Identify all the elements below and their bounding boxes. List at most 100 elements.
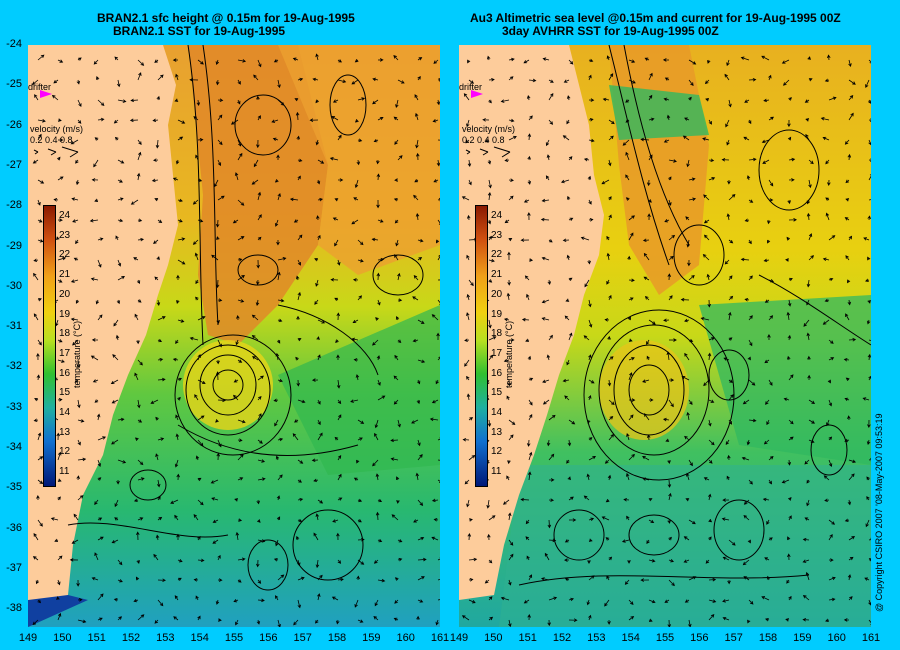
velocity-arrow [642, 477, 650, 481]
velocity-arrow [237, 258, 243, 262]
velocity-arrow [768, 279, 775, 283]
velocity-arrow [845, 255, 850, 261]
velocity-arrow [588, 319, 593, 328]
velocity-arrow [71, 197, 79, 201]
velocity-arrow [257, 598, 265, 603]
velocity-arrow [583, 157, 590, 162]
velocity-arrow [157, 437, 165, 441]
velocity-arrow [335, 339, 339, 344]
velocity-arrow [97, 99, 105, 106]
velocity-arrow [277, 318, 283, 323]
velocity-arrow [216, 319, 220, 324]
velocity-arrow [823, 475, 830, 481]
velocity-arrow [297, 158, 303, 163]
velocity-arrow [628, 372, 633, 381]
velocity-arrow [663, 417, 670, 422]
velocity-arrow [766, 575, 771, 581]
lon-tick-label: 152 [552, 632, 572, 644]
colorbar-tick-label: 11 [491, 466, 502, 478]
velocity-arrow [564, 558, 570, 562]
velocity-arrow [528, 115, 533, 121]
velocity-arrow [313, 478, 319, 483]
velocity-arrow [417, 454, 423, 461]
velocity-arrow [217, 339, 222, 348]
velocity-arrow [528, 377, 534, 382]
lat-tick-label: -29 [6, 239, 22, 252]
velocity-arrow [354, 599, 359, 608]
lat-tick-label: -28 [6, 199, 22, 212]
velocity-arrow [768, 116, 775, 121]
velocity-arrow [868, 59, 871, 64]
velocity-arrow [487, 159, 492, 165]
velocity-arrow [728, 194, 736, 201]
velocity-arrow [377, 58, 384, 62]
velocity-arrow [687, 259, 691, 267]
velocity-arrow [429, 417, 439, 422]
velocity-arrow [297, 259, 301, 266]
velocity-arrow [53, 198, 59, 202]
velocity-arrow [688, 338, 694, 343]
velocity-arrow [37, 298, 42, 302]
velocity-arrow [787, 299, 792, 307]
velocity-arrow [847, 279, 851, 284]
velocity-arrow [562, 378, 570, 383]
velocity-arrow [157, 578, 166, 583]
left-colorbar [43, 205, 56, 487]
velocity-arrow [783, 397, 790, 402]
velocity-arrow [544, 552, 550, 561]
velocity-arrow [527, 133, 532, 141]
velocity-arrow [112, 354, 119, 361]
velocity-arrow [504, 219, 510, 224]
velocity-arrow [57, 612, 62, 621]
velocity-arrow [337, 577, 344, 582]
velocity-arrow [177, 136, 184, 141]
velocity-arrow [768, 198, 774, 202]
velocity-arrow [588, 354, 592, 361]
velocity-arrow [748, 599, 754, 605]
velocity-arrow [865, 79, 870, 89]
velocity-arrow [721, 517, 730, 521]
velocity-arrow [195, 296, 199, 301]
velocity-arrow [488, 354, 494, 361]
velocity-arrow [767, 239, 771, 244]
velocity-arrow [289, 197, 299, 202]
velocity-arrow [257, 236, 262, 241]
velocity-arrow [376, 159, 380, 165]
velocity-arrow [75, 239, 79, 245]
velocity-arrow [486, 499, 490, 509]
velocity-arrow [134, 313, 139, 321]
velocity-arrow [621, 539, 630, 543]
lon-tick-label: 151 [87, 632, 106, 644]
velocity-arrow [742, 399, 750, 405]
velocity-arrow [786, 236, 790, 241]
velocity-arrow [564, 395, 570, 401]
lon-tick-label: 155 [224, 632, 244, 644]
velocity-arrow [33, 533, 39, 541]
velocity-arrow [330, 277, 339, 282]
velocity-arrow [316, 179, 321, 185]
velocity-arrow [156, 256, 160, 261]
velocity-arrow [317, 159, 325, 164]
velocity-arrow [194, 252, 199, 261]
velocity-arrow [607, 619, 611, 625]
velocity-arrow [608, 73, 614, 81]
velocity-arrow [506, 292, 511, 301]
velocity-arrow [825, 159, 830, 165]
velocity-arrow [75, 299, 80, 304]
velocity-arrow [868, 375, 871, 381]
velocity-arrow [767, 333, 771, 341]
velocity-arrow [468, 578, 474, 582]
velocity-arrow [153, 239, 159, 244]
velocity-arrow [747, 619, 751, 624]
velocity-arrow [416, 615, 420, 621]
velocity-arrow [217, 139, 223, 146]
velocity-arrow [845, 377, 850, 381]
velocity-arrow [177, 237, 186, 241]
velocity-arrow [807, 56, 811, 61]
velocity-arrow [828, 576, 836, 581]
velocity-arrow [583, 495, 590, 501]
velocity-arrow [130, 98, 139, 103]
velocity-arrow [336, 379, 341, 389]
velocity-arrow [134, 437, 139, 441]
velocity-arrow [788, 277, 793, 282]
